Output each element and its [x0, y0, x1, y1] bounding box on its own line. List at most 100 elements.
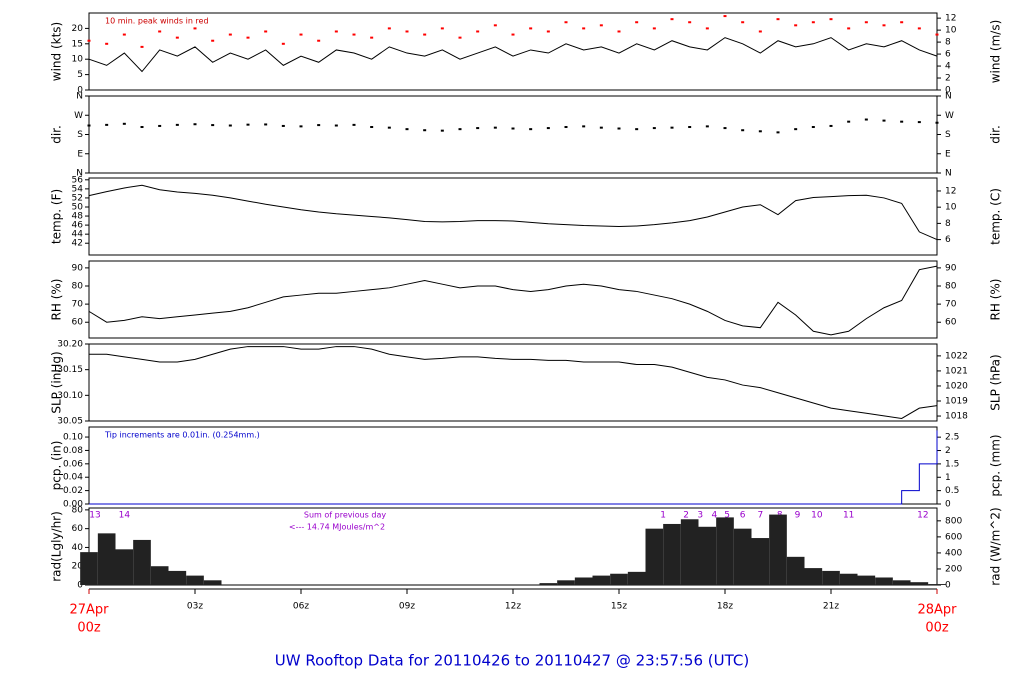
data-point: [246, 36, 250, 39]
data-point: [122, 33, 126, 36]
y2-tick-label: S: [945, 130, 951, 140]
data-point: [794, 24, 798, 27]
data-point: [140, 126, 144, 129]
y2-tick-label: 12: [945, 186, 956, 196]
data-point: [352, 123, 356, 126]
y2-axis-label: SLP (hPa): [989, 354, 1003, 410]
bar: [557, 580, 575, 585]
y-tick-label: 0.10: [63, 433, 83, 443]
data-point: [917, 27, 921, 30]
bar: [592, 575, 611, 585]
data-point: [493, 24, 497, 27]
y-tick-label: E: [77, 149, 83, 159]
y-tick-label: 40: [72, 543, 84, 553]
data-point: [228, 124, 232, 127]
data-point: [652, 27, 656, 30]
y-axis-label: pcp. (in): [50, 441, 64, 491]
x-tick-label: 12z: [505, 602, 521, 612]
data-point: [476, 127, 480, 130]
y2-tick-label: N: [945, 92, 952, 102]
y-tick-label: 60: [72, 524, 84, 534]
y-tick-label: 0.04: [63, 473, 83, 483]
data-point: [882, 119, 886, 122]
data-point: [370, 36, 374, 39]
y-axis-label: wind (kts): [50, 22, 64, 81]
bar: [822, 570, 840, 585]
y2-tick-label: 90: [945, 263, 957, 273]
data-point: [688, 21, 692, 24]
y2-tick-label: 1019: [945, 396, 968, 406]
y2-tick-label: 0: [945, 500, 951, 510]
y-tick-label: 30.20: [57, 340, 83, 350]
y-tick-label: 80: [72, 505, 84, 515]
data-point: [246, 123, 250, 126]
data-point: [829, 18, 833, 21]
y-tick-label: 0.02: [63, 486, 83, 496]
y-tick-label: 30.10: [57, 391, 83, 401]
data-point: [582, 125, 586, 128]
data-point: [705, 125, 709, 128]
data-point: [758, 130, 762, 133]
bar: [663, 523, 681, 585]
y2-axis-label: RH (%): [989, 279, 1003, 321]
y2-tick-label: 200: [945, 564, 962, 574]
y-tick-label: 0.06: [63, 459, 83, 469]
y2-tick-label: E: [945, 149, 951, 159]
data-point: [228, 33, 232, 36]
x-tick-label: 03z: [187, 602, 203, 612]
sun-hour-label: 7: [757, 511, 763, 521]
x-tick-label: 15z: [611, 602, 627, 612]
y2-tick-label: 8: [945, 38, 951, 48]
data-point: [564, 21, 568, 24]
data-point: [723, 15, 727, 18]
bar: [133, 539, 151, 585]
bar: [716, 517, 734, 585]
y-tick-label: 0.00: [63, 500, 83, 510]
data-point: [317, 39, 321, 42]
series-line: [89, 346, 938, 419]
data-point: [193, 123, 197, 126]
y-tick-label: 42: [72, 239, 83, 249]
data-point: [405, 128, 409, 131]
y-tick-label: N: [76, 169, 83, 179]
y-axis-label: RH (%): [50, 279, 64, 321]
y2-tick-label: W: [945, 111, 954, 121]
bar: [751, 538, 770, 585]
data-point: [847, 120, 851, 123]
data-point: [882, 24, 886, 27]
data-point: [617, 127, 621, 130]
y-tick-label: 50: [72, 202, 84, 212]
y2-tick-label: 0.5: [945, 486, 959, 496]
data-point: [599, 24, 603, 27]
data-point: [723, 127, 727, 130]
data-point: [264, 123, 268, 126]
data-point: [387, 126, 391, 129]
data-point: [917, 121, 921, 124]
y-tick-label: 52: [72, 193, 83, 203]
y-tick-label: 30.05: [57, 417, 83, 427]
bar: [698, 526, 717, 585]
y2-tick-label: 2: [945, 446, 951, 456]
y-tick-label: 30.15: [57, 365, 83, 375]
y-axis-label: temp. (F): [50, 189, 64, 244]
data-point: [511, 33, 515, 36]
data-point: [334, 30, 338, 33]
y2-axis-label: pcp. (mm): [989, 434, 1003, 496]
bar: [97, 533, 116, 585]
bar: [203, 580, 222, 585]
y2-tick-label: 1020: [945, 381, 968, 391]
data-point: [511, 127, 515, 130]
panel-frame: [88, 343, 938, 422]
data-point: [900, 21, 904, 24]
data-point: [476, 30, 480, 33]
bar: [150, 566, 169, 585]
data-point: [370, 126, 374, 129]
series-line: [88, 265, 938, 336]
data-point: [211, 39, 215, 42]
sun-hour-label: 5: [724, 511, 730, 521]
y-tick-label: 20: [72, 562, 84, 572]
y-tick-label: S: [77, 130, 83, 140]
data-point: [175, 36, 179, 39]
data-point: [193, 27, 197, 30]
data-point: [105, 123, 109, 126]
